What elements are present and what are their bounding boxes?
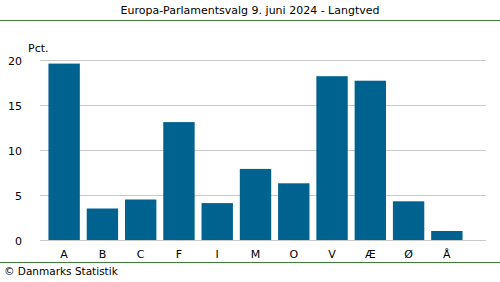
grid-line xyxy=(40,150,486,151)
bar xyxy=(431,231,462,240)
y-tick-label: 5 xyxy=(15,190,22,203)
chart-root: Europa-Parlamentsvalg 9. juni 2024 - Lan… xyxy=(0,0,500,282)
x-tick-label: C xyxy=(137,248,145,261)
bar xyxy=(87,209,118,241)
y-tick-label: 15 xyxy=(8,100,22,113)
bar xyxy=(125,200,156,241)
grid-line xyxy=(40,240,486,241)
x-tick-label: Æ xyxy=(365,248,376,261)
title: Europa-Parlamentsvalg 9. juni 2024 - Lan… xyxy=(120,4,379,17)
x-tick-label: O xyxy=(289,248,298,261)
bar xyxy=(240,169,271,240)
bar xyxy=(393,201,424,240)
x-tick-label: A xyxy=(60,248,68,261)
x-tick-label: Ø xyxy=(404,248,413,261)
bar xyxy=(48,64,79,240)
source: © Danmarks Statistik xyxy=(4,265,119,277)
bar xyxy=(278,183,309,240)
x-tick-label: I xyxy=(216,248,219,261)
y-label: Pct. xyxy=(28,42,49,55)
bar xyxy=(202,203,233,240)
grid-line xyxy=(40,60,486,61)
top-rule xyxy=(0,20,500,21)
bar xyxy=(163,122,194,240)
x-tick-label: Å xyxy=(443,248,451,261)
x-tick-label: M xyxy=(251,248,261,261)
chart: Europa-Parlamentsvalg 9. juni 2024 - Lan… xyxy=(0,0,500,282)
bar xyxy=(316,76,347,240)
x-tick-label: B xyxy=(99,248,107,261)
bottom-rule xyxy=(0,262,500,263)
grid-line xyxy=(40,105,486,106)
bar xyxy=(355,81,386,240)
y-tick-label: 20 xyxy=(8,55,22,68)
x-tick-label: V xyxy=(328,248,336,261)
y-tick-label: 10 xyxy=(8,145,22,158)
bars xyxy=(48,64,462,240)
y-tick-label: 0 xyxy=(15,235,22,248)
x-tick-label: F xyxy=(176,248,182,261)
